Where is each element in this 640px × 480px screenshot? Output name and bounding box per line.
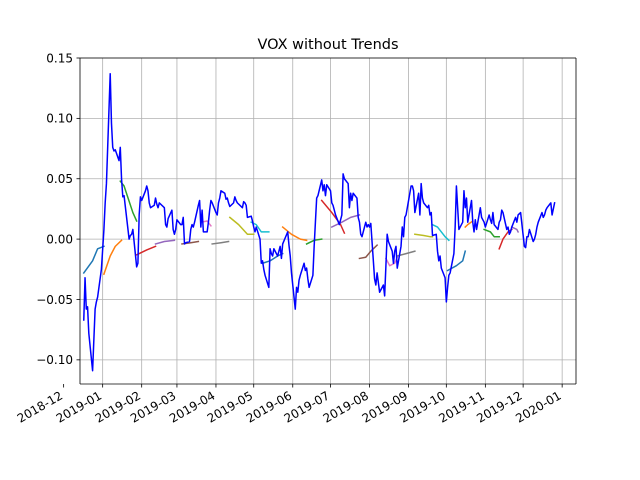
trend-line <box>483 228 500 238</box>
y-tick-label: 0.00 <box>46 232 73 246</box>
main-series <box>83 72 556 372</box>
chart-title: VOX without Trends <box>257 37 398 53</box>
trend-line <box>358 244 379 260</box>
trend-line <box>82 245 105 274</box>
trend-line <box>384 256 399 267</box>
trend-line <box>510 226 520 233</box>
trend-line <box>464 219 474 229</box>
trend-line <box>431 223 450 242</box>
trend-line <box>281 225 308 242</box>
main-series-line <box>83 72 556 372</box>
trend-line <box>498 228 513 250</box>
trend-line <box>446 250 467 272</box>
trend-line <box>330 214 361 229</box>
trend-line <box>228 216 255 236</box>
trend-lines <box>82 180 520 276</box>
y-tick-label: 0.15 <box>46 51 73 65</box>
axes <box>79 57 577 385</box>
trend-line <box>211 240 230 245</box>
trend-line <box>135 245 157 256</box>
y-axis-ticks: −0.10 −0.05 0.00 0.05 0.10 0.15 <box>36 51 80 367</box>
trend-line <box>102 239 123 276</box>
y-tick-label: 0.05 <box>46 172 73 186</box>
y-tick-label: −0.10 <box>36 353 73 367</box>
y-tick-label: 0.10 <box>46 112 73 126</box>
grid <box>80 57 576 384</box>
trend-line <box>414 233 434 238</box>
trend-line <box>154 239 176 245</box>
y-tick-label: −0.05 <box>36 293 73 307</box>
trend-line <box>261 252 284 265</box>
